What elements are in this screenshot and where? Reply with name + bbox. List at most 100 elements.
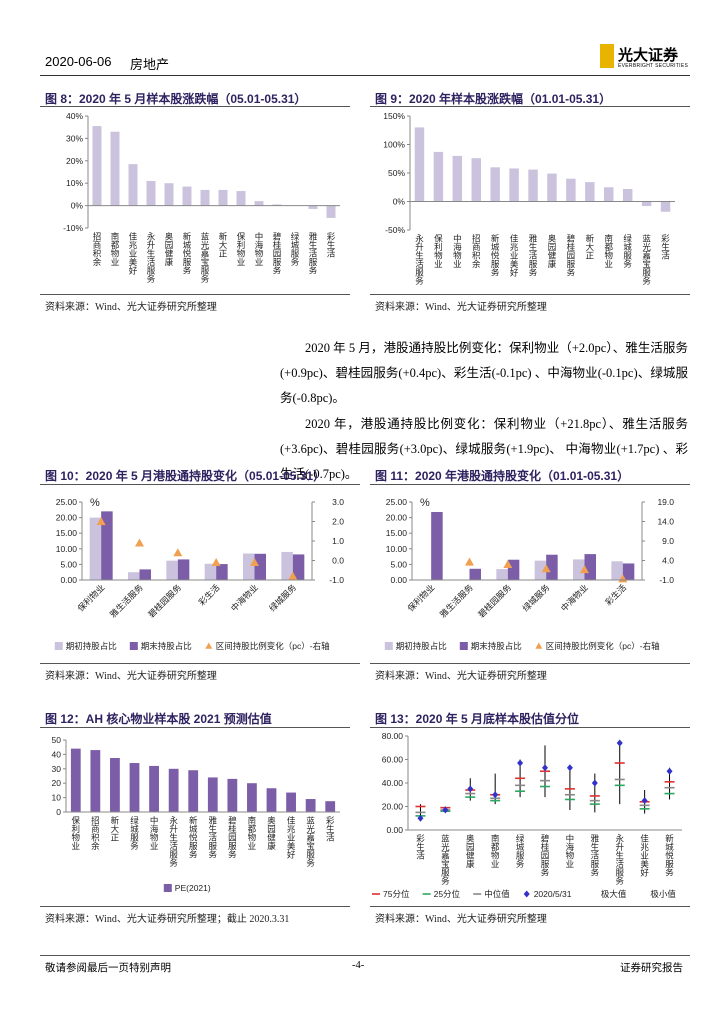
bar <box>292 554 305 580</box>
footer-left: 敬请参阅最后一页特别声明 <box>45 963 171 974</box>
y-tick-label: 10% <box>66 178 83 188</box>
title-rule <box>40 106 350 107</box>
x-tick-label: 绿城服务 <box>623 233 633 268</box>
source-rule <box>370 294 690 295</box>
x-tick-label: 彩生活 <box>326 231 336 258</box>
change-marker <box>465 557 474 566</box>
chart: 0.00 20.00 40.00 60.00 80.00 彩生活 蓝光嘉宝服务 奥园健康 南都物… <box>372 731 682 899</box>
y-tick-label: 20.00 <box>56 513 78 523</box>
y-tick-label: 50 <box>52 735 62 745</box>
y2-tick-label: -1.0 <box>329 575 344 585</box>
y2-tick-label: 19.0 <box>657 497 674 507</box>
figure-title: 图 9：2020 年样本股涨跌幅（01.01-05.31） <box>375 92 612 106</box>
footer-right: 证券研究报告 <box>620 963 683 974</box>
figure-title: 图 12：AH 核心物业样本股 2021 预测估值 <box>45 712 272 726</box>
title-rule <box>40 484 360 485</box>
y-tick-label: 25.00 <box>386 497 408 507</box>
current-marker <box>542 764 548 772</box>
x-tick-label: 碧桂园服务 <box>272 231 282 275</box>
legend-label: 期末持股占比 <box>141 641 192 651</box>
x-tick-label: 招商积余 <box>90 815 100 851</box>
y-tick-label: 0.00 <box>60 575 77 585</box>
x-tick-label: 碧桂园服务 <box>476 582 513 619</box>
y-tick-label: 30% <box>66 133 83 143</box>
x-tick-label: 永升生活服务 <box>615 833 625 886</box>
x-tick-label: 招商积余 <box>471 233 481 268</box>
source-note: 资料来源：Wind、光大证券研究所整理 <box>45 302 217 313</box>
bar <box>216 564 228 580</box>
figure-title: 图 8：2020 年 5 月样本股涨跌幅（05.01-05.31） <box>45 92 307 106</box>
bar <box>507 559 520 580</box>
legend-label: 极小值 <box>650 889 676 899</box>
bar <box>92 126 102 206</box>
y-tick-label: 150% <box>383 111 405 121</box>
paragraph: 2020 年，港股通持股比例变化：保利物业（+21.8pc）、雅生活服务(+3.… <box>280 417 688 481</box>
x-tick-label: 南都物业 <box>604 233 614 268</box>
source-rule <box>40 294 350 295</box>
legend-label: 25分位 <box>434 889 461 899</box>
y-tick-label: 20 <box>52 778 62 788</box>
y-tick-label: 80.00 <box>382 731 404 741</box>
bar <box>101 511 113 580</box>
x-tick-label: 保利物业 <box>75 582 106 613</box>
header-sector: 房地产 <box>130 57 170 72</box>
x-tick-label: 新城悦服务 <box>188 815 198 859</box>
x-tick-label: 保利物业 <box>236 231 246 266</box>
bar <box>110 131 120 206</box>
source-rule <box>40 906 350 907</box>
bar <box>164 183 174 206</box>
x-tick-label: 蓝光嘉宝服务 <box>440 833 450 886</box>
bar <box>546 554 558 580</box>
current-marker <box>666 767 673 775</box>
change-marker <box>211 557 221 567</box>
bar <box>604 187 614 202</box>
change-marker <box>135 538 144 547</box>
y-tick-label: 40.00 <box>382 778 404 788</box>
x-tick-label: 新城悦服务 <box>665 833 675 877</box>
change-marker <box>541 564 551 573</box>
plot <box>414 127 671 212</box>
x-tick-label: 新大正 <box>585 233 595 259</box>
legend-swatch <box>459 642 468 650</box>
x-tick-label: 中海物业 <box>229 582 260 613</box>
bar <box>188 770 199 812</box>
source-note: 资料来源：Wind、光大证券研究所整理 <box>375 302 547 313</box>
current-marker <box>467 785 474 793</box>
change-marker <box>173 548 183 557</box>
current-marker <box>616 739 623 747</box>
y2-tick-label: 3.0 <box>332 497 344 507</box>
x-tick-label: 佳兆业美好 <box>286 815 296 859</box>
x-tick-label: 雅生活服务 <box>108 582 145 619</box>
legend-swatch <box>384 642 393 650</box>
change-marker <box>580 564 589 574</box>
change-marker <box>503 559 513 568</box>
x-tick-label: 彩生活 <box>325 815 335 842</box>
legend-label: 极大值 <box>601 889 627 899</box>
bar <box>90 750 101 812</box>
bar <box>182 186 192 206</box>
chart: 0 10 20 30 40 50 保利物业 招商积余 新大正 绿城服务 中海物业 永升生活服务 新城悦服… <box>52 735 340 893</box>
y-tick-label: 10.00 <box>56 544 78 554</box>
chart: 0.00 5.00 10.00 15.00 20.00 25.00 -1.0 4.0 9.0 14… <box>384 497 674 651</box>
bar <box>431 511 443 580</box>
x-tick-label: 南都物业 <box>110 231 120 266</box>
bar <box>433 151 444 202</box>
legend-label: 期末持股占比 <box>471 641 522 651</box>
y-tick-label: 30 <box>52 764 62 774</box>
bar <box>326 205 336 218</box>
figure-title: 图 10：2020 年 5 月港股通持股变化（05.01-05.31） <box>45 469 326 483</box>
y-tick-label: -50% <box>385 225 405 235</box>
y-tick-label: 0.00 <box>390 575 407 585</box>
figure-title: 图 13：2020 年 5 月底样本股估值分位 <box>375 712 580 726</box>
x-tick-label: 雅生活服务 <box>208 815 218 859</box>
bar <box>149 765 159 812</box>
current-marker <box>591 779 598 787</box>
bar <box>89 517 102 580</box>
y2-tick-label: -1.0 <box>659 575 674 585</box>
bar <box>128 164 138 206</box>
bar <box>254 553 266 580</box>
x-tick-label: 碧桂园服务 <box>227 815 237 859</box>
x-tick-label: 彩生活 <box>603 582 628 607</box>
x-tick-label: 绿城服务 <box>267 582 298 613</box>
